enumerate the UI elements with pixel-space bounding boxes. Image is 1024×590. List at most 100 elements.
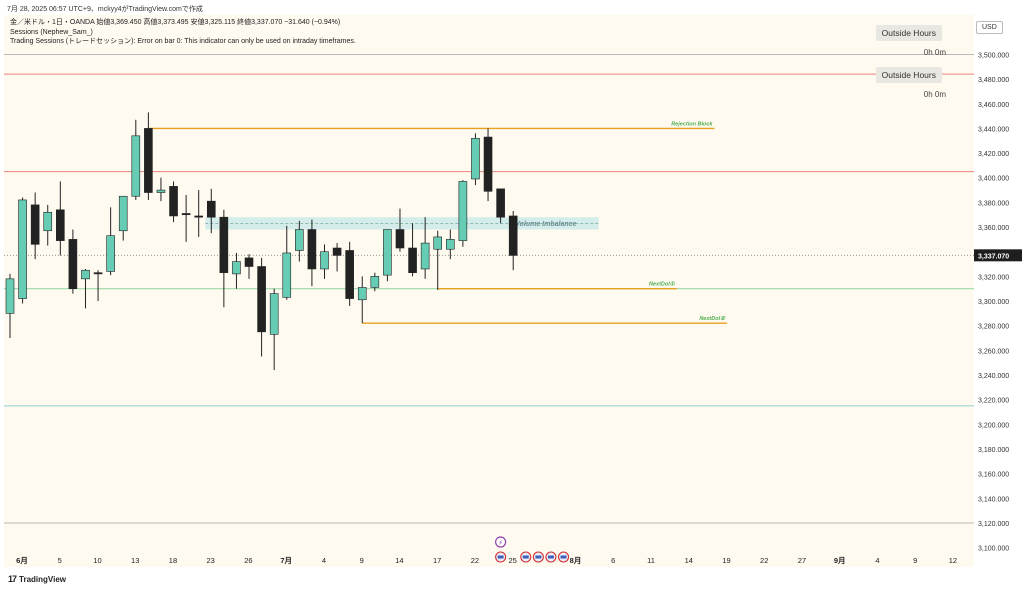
y-tick-label-4: 3,180.000 xyxy=(978,447,1009,454)
x-tick-label-8: 4 xyxy=(322,556,326,565)
candle-body-29 xyxy=(370,276,380,288)
volume-imbalance-label: Volume Imbalance xyxy=(515,221,576,228)
y-tick-label-17: 3,440.000 xyxy=(978,126,1009,133)
candle-body-2 xyxy=(30,204,40,245)
x-tick-label-0: 6月 xyxy=(16,556,28,565)
event-flag-stripe-5 xyxy=(560,555,567,559)
x-tick-label-22: 4 xyxy=(875,556,879,565)
x-tick-label-4: 18 xyxy=(169,556,177,565)
tradingview-logo-icon: 17 xyxy=(8,574,17,584)
indicator-sessions-label[interactable]: Sessions (Nephew_Sam_) xyxy=(10,28,93,36)
candle-body-35 xyxy=(445,239,455,250)
y-tick-label-8: 3,260.000 xyxy=(978,348,1009,355)
event-flag-stripe-4 xyxy=(547,555,554,559)
candle-body-39 xyxy=(496,188,505,218)
candle-body-40 xyxy=(508,215,518,256)
chart-legend: 金／米ドル・1日・OANDA 始値3,369.450 高値3,373.495 安… xyxy=(10,18,356,47)
candle-body-9 xyxy=(118,195,128,232)
y-tick-label-20: 3,500.000 xyxy=(978,52,1009,59)
candle-body-25 xyxy=(320,251,329,270)
candle-body-16 xyxy=(206,200,216,218)
candle-body-23 xyxy=(295,229,304,251)
currency-badge[interactable]: USD xyxy=(976,21,1003,34)
session-time-2: 0h 0m xyxy=(923,90,946,99)
candle-body-8 xyxy=(106,235,115,272)
candle-body-27 xyxy=(345,250,354,299)
brand-label: TradingView xyxy=(19,575,66,584)
y-tick-label-7: 3,240.000 xyxy=(978,373,1009,380)
chart-timestamp-line: 7月 28, 2025 06:57 UTC+9、mckyy4がTradingVi… xyxy=(7,6,203,13)
y-tick-label-9: 3,280.000 xyxy=(978,324,1009,331)
candle-body-4 xyxy=(56,209,65,241)
x-tick-label-1: 5 xyxy=(58,556,62,565)
indicator-error-label[interactable]: Trading Sessions (トレードセッション): Error on b… xyxy=(10,38,356,45)
x-tick-label-13: 25 xyxy=(508,556,516,565)
x-tick-label-12: 22 xyxy=(471,556,479,565)
candle-body-38 xyxy=(483,136,493,192)
x-tick-label-3: 13 xyxy=(131,556,139,565)
x-tick-label-6: 26 xyxy=(244,556,252,565)
candle-body-10 xyxy=(131,135,141,197)
y-tick-label-11: 3,320.000 xyxy=(978,274,1009,281)
tradingview-brand[interactable]: 17 TradingView xyxy=(8,574,66,584)
candle-body-14 xyxy=(181,213,191,216)
x-tick-label-17: 14 xyxy=(685,556,693,565)
y-tick-label-3: 3,160.000 xyxy=(978,472,1009,479)
candle-body-24 xyxy=(307,229,317,270)
x-tick-label-9: 9 xyxy=(360,556,364,565)
symbol-ohlc-line: 金／米ドル・1日・OANDA 始値3,369.450 高値3,373.495 安… xyxy=(10,19,341,26)
candle-body-30 xyxy=(383,229,392,276)
session-box-2: Outside Hours xyxy=(875,67,942,83)
x-tick-label-15: 6 xyxy=(611,556,615,565)
y-tick-label-18: 3,460.000 xyxy=(978,102,1009,109)
candle-body-13 xyxy=(169,186,178,217)
y-tick-label-2: 3,140.000 xyxy=(978,496,1009,503)
candle-body-17 xyxy=(219,216,229,273)
x-tick-label-14: 8月 xyxy=(570,556,582,565)
candle-body-12 xyxy=(156,189,166,193)
x-tick-label-11: 17 xyxy=(433,556,441,565)
candle-body-18 xyxy=(232,261,241,275)
candle-body-32 xyxy=(408,247,417,273)
candlestick-chart[interactable]: Volume Imbalance Rejection Block NextDol① N… xyxy=(4,15,974,567)
candle-body-3 xyxy=(43,211,53,232)
x-tick-label-20: 27 xyxy=(798,556,806,565)
candle-body-6 xyxy=(81,269,90,280)
chart-plot-area[interactable]: Volume Imbalance Rejection Block NextDol① N… xyxy=(4,15,974,567)
current-price-badge xyxy=(974,249,1022,262)
x-tick-label-19: 22 xyxy=(760,556,768,565)
y-tick-label-5: 3,200.000 xyxy=(978,422,1009,429)
candle-body-11 xyxy=(144,128,153,193)
candle-body-7 xyxy=(93,272,103,275)
event-flag-stripe-1 xyxy=(497,555,504,559)
candle-body-19 xyxy=(244,257,254,267)
y-tick-label-14: 3,380.000 xyxy=(978,200,1009,207)
event-flag-stripe-2 xyxy=(522,555,529,559)
x-tick-label-7: 7月 xyxy=(280,556,292,565)
candle-body-28 xyxy=(357,287,367,301)
session-box-1: Outside Hours xyxy=(875,25,942,41)
candle-body-22 xyxy=(282,252,292,298)
annotation-label-0: Rejection Block xyxy=(671,121,713,127)
candle-body-20 xyxy=(257,266,266,333)
x-tick-label-21: 9月 xyxy=(834,556,846,565)
y-tick-label-13: 3,360.000 xyxy=(978,225,1009,232)
y-tick-label-1: 3,120.000 xyxy=(978,521,1009,528)
candle-body-5 xyxy=(68,239,78,289)
candle-body-36 xyxy=(458,181,468,241)
y-tick-label-15: 3,400.000 xyxy=(978,176,1009,183)
x-tick-label-2: 10 xyxy=(93,556,101,565)
price-axis-svg: 3,100.000 3,120.000 3,140.000 3,160.000 3,18… xyxy=(974,52,1022,553)
candle-body-31 xyxy=(395,229,405,249)
event-flag-stripe-3 xyxy=(535,555,542,559)
x-tick-label-24: 12 xyxy=(949,556,957,565)
x-tick-label-23: 9 xyxy=(913,556,917,565)
price-axis[interactable]: 3,100.000 3,120.000 3,140.000 3,160.000 3,18… xyxy=(974,15,1024,567)
y-tick-label-0: 3,100.000 xyxy=(978,546,1009,553)
y-tick-label-6: 3,220.000 xyxy=(978,398,1009,405)
x-tick-label-5: 23 xyxy=(207,556,215,565)
x-tick-label-16: 11 xyxy=(647,556,655,565)
current-price-label: 3,337.070 xyxy=(978,253,1009,260)
candle-body-37 xyxy=(471,137,480,180)
annotation-label-1: NextDol① xyxy=(649,281,676,288)
